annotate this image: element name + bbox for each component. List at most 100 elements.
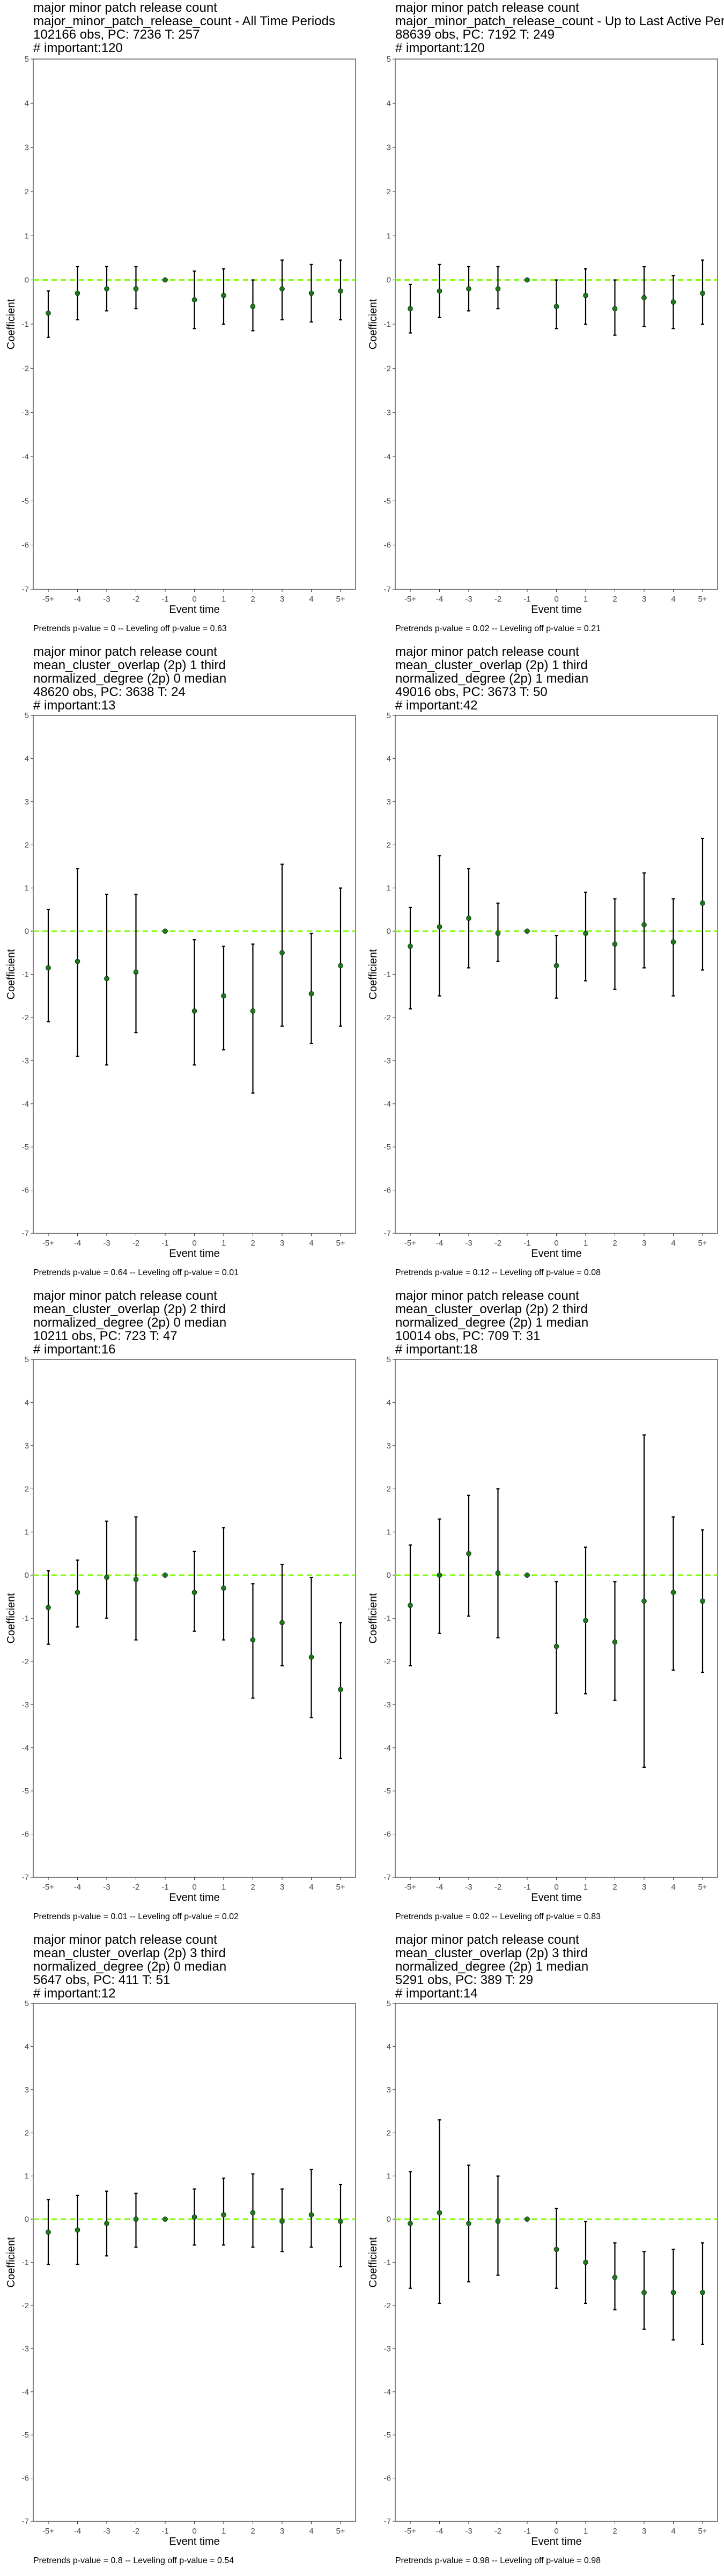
x-tick-label: 1 bbox=[583, 1239, 588, 1248]
chart-title-line: mean_cluster_overlap (2p) 3 third bbox=[395, 1946, 588, 1960]
y-tick-label: -5 bbox=[22, 1143, 29, 1152]
estimate-point bbox=[612, 2274, 618, 2280]
chart-title-line: 88639 obs, PC: 7192 T: 249 bbox=[395, 27, 555, 42]
chart-title-line: mean_cluster_overlap (2p) 1 third bbox=[395, 658, 588, 672]
estimate-point bbox=[162, 277, 168, 283]
chart-title: major minor patch release count mean_clus… bbox=[33, 1289, 362, 1356]
x-tick-label: -4 bbox=[436, 595, 443, 604]
y-tick-label: 0 bbox=[387, 2215, 391, 2224]
estimate-point bbox=[495, 2219, 501, 2224]
x-tick-label: -1 bbox=[523, 1883, 530, 1892]
estimate-point bbox=[133, 1577, 139, 1582]
y-tick-label: -1 bbox=[22, 320, 29, 329]
y-tick-label: -7 bbox=[384, 1873, 391, 1882]
y-tick-label: -7 bbox=[22, 1229, 29, 1238]
estimate-point bbox=[524, 928, 530, 934]
x-tick-label: -1 bbox=[523, 1239, 530, 1248]
y-tick-label: -2 bbox=[384, 1013, 391, 1022]
y-tick-label: -1 bbox=[384, 1614, 391, 1623]
estimate-point bbox=[279, 2219, 285, 2224]
chart-title-line: normalized_degree (2p) 1 median bbox=[395, 1315, 589, 1330]
estimate-point bbox=[133, 969, 139, 975]
estimate-point bbox=[133, 2216, 139, 2222]
estimate-point bbox=[700, 2289, 705, 2295]
estimate-point bbox=[250, 1008, 256, 1014]
chart-title-line: mean_cluster_overlap (2p) 2 third bbox=[395, 1302, 588, 1316]
y-tick-label: -1 bbox=[22, 2258, 29, 2267]
estimate-point bbox=[191, 297, 197, 303]
y-tick-label: -4 bbox=[384, 1744, 391, 1753]
y-axis-label: Coefficient bbox=[5, 1593, 17, 1644]
estimate-point bbox=[437, 2210, 442, 2215]
estimate-point bbox=[553, 1643, 559, 1649]
x-axis-label: Event time bbox=[169, 604, 219, 616]
y-tick-label: 5 bbox=[387, 1355, 391, 1364]
estimate-point bbox=[553, 304, 559, 309]
plot-area: -7 -6 -5 -4 -3 -2 -1 0 1 2 3 4 5 -5+ -4 -3 -2 -1 0 1 2 3 4 5+ Ev… bbox=[367, 1999, 718, 2548]
y-tick-label: 4 bbox=[25, 754, 29, 763]
chart-title-line: 49016 obs, PC: 3673 T: 50 bbox=[395, 685, 548, 699]
estimate-point bbox=[583, 931, 588, 936]
chart-title-line: mean_cluster_overlap (2p) 2 third bbox=[33, 1302, 226, 1316]
y-tick-label: -6 bbox=[22, 1830, 29, 1839]
x-tick-label: 3 bbox=[280, 1883, 284, 1892]
y-tick-label: 4 bbox=[387, 1398, 391, 1407]
chart-title-line: # important:14 bbox=[395, 1986, 478, 2000]
y-tick-label: -5 bbox=[384, 496, 391, 506]
estimate-point bbox=[612, 941, 618, 947]
estimate-point bbox=[75, 290, 80, 296]
chart-title-line: 5647 obs, PC: 411 T: 51 bbox=[33, 1973, 171, 1987]
x-tick-label: 2 bbox=[612, 595, 617, 604]
estimate-point bbox=[308, 290, 314, 296]
y-tick-label: 5 bbox=[25, 711, 29, 720]
chart-title-line: normalized_degree (2p) 1 median bbox=[395, 1959, 589, 1974]
x-tick-label: 5+ bbox=[698, 595, 707, 604]
estimate-point bbox=[104, 976, 109, 982]
x-tick-label: -2 bbox=[132, 1239, 139, 1248]
estimate-point bbox=[408, 1602, 413, 1608]
chart-title-line: major_minor_patch_release_count - All Ti… bbox=[33, 14, 335, 28]
y-tick-label: 2 bbox=[387, 2128, 391, 2138]
y-tick-label: 5 bbox=[25, 1355, 29, 1364]
x-tick-label: 1 bbox=[583, 595, 588, 604]
x-tick-label: 4 bbox=[671, 1239, 675, 1248]
x-tick-label: -3 bbox=[465, 1239, 472, 1248]
x-tick-label: -5+ bbox=[42, 1239, 54, 1248]
estimate-point bbox=[221, 1585, 226, 1591]
y-tick-label: -4 bbox=[384, 452, 391, 462]
y-axis-label: Coefficient bbox=[367, 298, 379, 349]
estimate-point bbox=[46, 310, 51, 316]
estimate-point bbox=[437, 1572, 442, 1578]
y-axis-label: Coefficient bbox=[367, 949, 379, 1000]
pvalue-footnote: Pretrends p-value = 0.02 -- Leveling off… bbox=[395, 624, 601, 633]
y-tick-label: -1 bbox=[22, 970, 29, 979]
estimate-point bbox=[221, 292, 226, 298]
x-tick-label: 4 bbox=[309, 2527, 313, 2536]
y-axis-label: Coefficient bbox=[5, 298, 17, 349]
estimate-point bbox=[408, 943, 413, 949]
chart-title-line: major minor patch release count bbox=[395, 1, 579, 15]
estimate-point bbox=[437, 924, 442, 930]
y-tick-label: -1 bbox=[384, 2258, 391, 2267]
x-tick-label: 3 bbox=[280, 595, 284, 604]
estimate-point bbox=[221, 993, 226, 999]
y-tick-label: 1 bbox=[25, 231, 29, 240]
pvalue-footnote: Pretrends p-value = 0.98 -- Leveling off… bbox=[395, 2556, 601, 2565]
estimate-point bbox=[700, 1598, 705, 1604]
x-tick-label: -5+ bbox=[404, 1883, 416, 1892]
y-tick-label: -4 bbox=[384, 1100, 391, 1109]
estimate-point bbox=[162, 1572, 168, 1578]
estimate-point bbox=[46, 2229, 51, 2235]
estimate-point bbox=[162, 928, 168, 934]
x-tick-label: -2 bbox=[132, 1883, 139, 1892]
y-tick-label: 0 bbox=[387, 276, 391, 285]
y-tick-label: 5 bbox=[25, 55, 29, 64]
estimate-point bbox=[700, 290, 705, 296]
y-tick-label: -3 bbox=[384, 2344, 391, 2353]
x-tick-label: 3 bbox=[642, 1883, 646, 1892]
x-tick-label: -5+ bbox=[42, 1883, 54, 1892]
plot-area: -7 -6 -5 -4 -3 -2 -1 0 1 2 3 4 5 -5+ -4 -3 -2 -1 0 1 2 3 4 5+ Ev… bbox=[5, 1999, 356, 2548]
chart-panel: major minor patch release count mean_clus… bbox=[0, 644, 362, 1288]
y-tick-label: -4 bbox=[22, 1100, 29, 1109]
pvalue-footnote: Pretrends p-value = 0.64 -- Leveling off… bbox=[33, 1268, 239, 1277]
